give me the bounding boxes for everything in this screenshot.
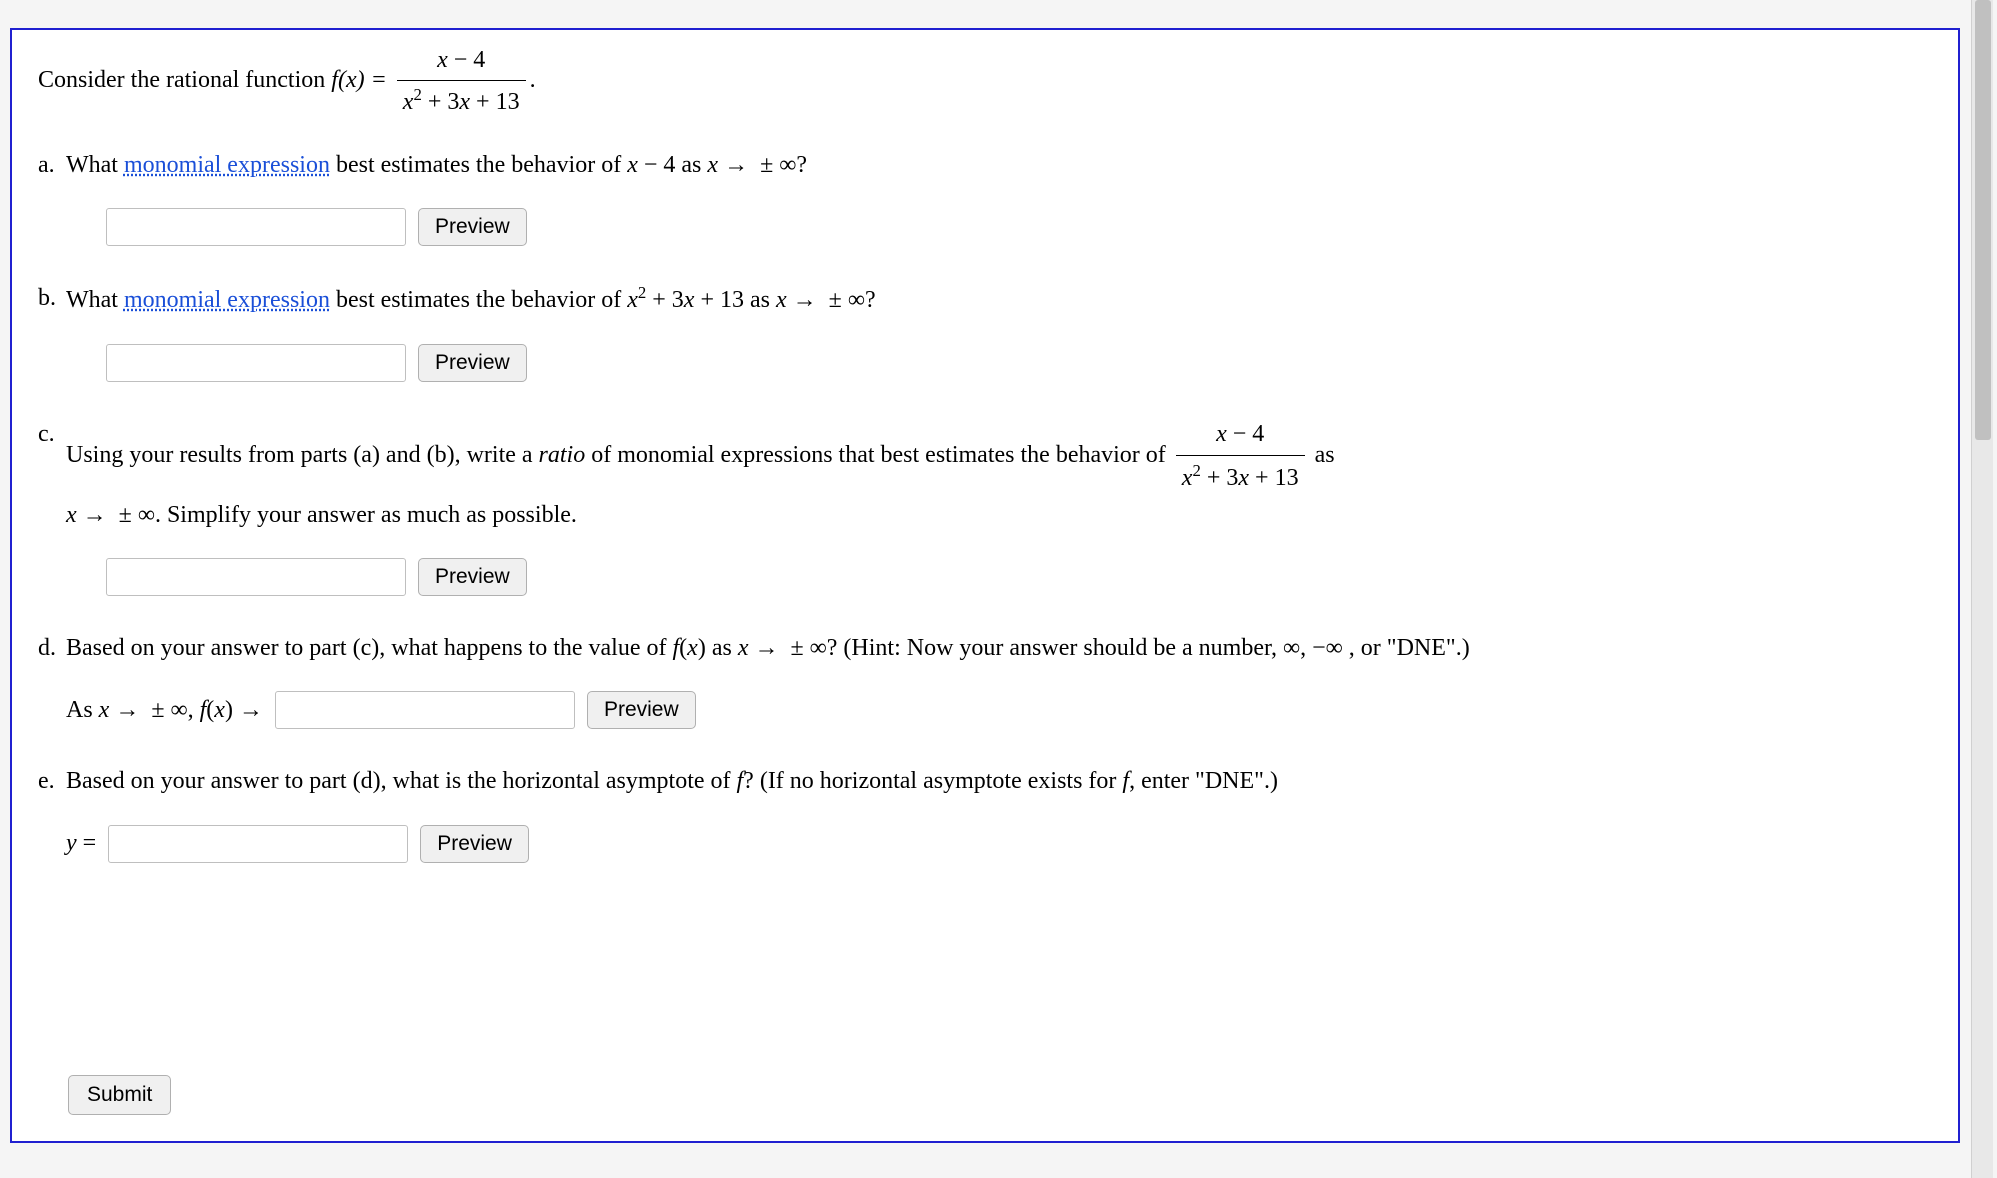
problem-container: Consider the rational function f(x) = x … — [10, 28, 1960, 1143]
submit-button[interactable]: Submit — [68, 1075, 171, 1115]
part-d-answer-row: As x → ± ∞, f(x) → Preview — [66, 691, 1932, 729]
part-a-t1: What — [66, 152, 124, 178]
part-d-marker: d. — [38, 630, 56, 667]
part-b-expr: x2 + 3x + 13 — [627, 287, 744, 313]
scrollbar-track[interactable] — [1971, 0, 1993, 1178]
part-d-preview-button[interactable]: Preview — [587, 691, 696, 729]
part-c-t1: Using your results from parts (a) and (b… — [66, 442, 539, 468]
part-c-t2: of monomial expressions that best estima… — [585, 442, 1172, 468]
intro-prefix: Consider the rational function — [38, 67, 331, 93]
part-a-t2: best estimates the behavior of — [330, 152, 627, 178]
monomial-link-b[interactable]: monomial expression — [124, 287, 330, 313]
part-d-t2: as — [706, 635, 738, 661]
part-b-preview-button[interactable]: Preview — [418, 344, 527, 382]
part-e-t3: , enter "DNE".) — [1129, 768, 1278, 794]
intro-frac-den: x2 + 3x + 13 — [397, 81, 526, 120]
intro-text: Consider the rational function f(x) = x … — [38, 44, 1932, 119]
parts-list: a. What monomial expression best estimat… — [38, 147, 1932, 862]
part-b-t3: as — [744, 287, 776, 313]
part-c-input[interactable] — [106, 558, 406, 596]
part-c-frac-den: x2 + 3x + 13 — [1176, 456, 1305, 497]
page: Consider the rational function f(x) = x … — [0, 0, 1997, 1178]
part-b-limit: x → ± ∞? — [776, 287, 876, 313]
part-a-marker: a. — [38, 147, 55, 184]
intro-fraction: x − 4 x2 + 3x + 13 — [397, 44, 526, 119]
part-a-expr: x − 4 — [627, 152, 675, 178]
part-d-limit: x → ± ∞? — [738, 635, 838, 661]
intro-frac-num: x − 4 — [397, 44, 526, 81]
part-c-preview-button[interactable]: Preview — [418, 558, 527, 596]
part-b-answer-row: Preview — [106, 344, 1932, 382]
part-e-answer-row: y = Preview — [66, 825, 1932, 863]
part-d-prefix: As x → ± ∞, f(x) → — [66, 692, 263, 729]
part-a-t3: as — [675, 152, 707, 178]
part-d-input[interactable] — [275, 691, 575, 729]
part-c: c. Using your results from parts (a) and… — [66, 416, 1932, 597]
part-c-limit: x → ± ∞. — [66, 502, 161, 528]
part-a-answer-row: Preview — [106, 208, 1932, 246]
intro-func-lhs: f(x) = — [331, 67, 387, 93]
part-a-limit: x → ± ∞? — [707, 152, 807, 178]
part-c-ratio: ratio — [539, 442, 586, 468]
part-c-answer-row: Preview — [106, 558, 1932, 596]
part-a-preview-button[interactable]: Preview — [418, 208, 527, 246]
part-b-input[interactable] — [106, 344, 406, 382]
monomial-link-a[interactable]: monomial expression — [124, 152, 330, 178]
part-d-fexpr: f(x) — [672, 635, 705, 661]
part-b-t2: best estimates the behavior of — [330, 287, 627, 313]
part-e-t1: Based on your answer to part (d), what i… — [66, 768, 737, 794]
part-e-t2: ? (If no horizontal asymptote exists for — [743, 768, 1122, 794]
part-c-t4: Simplify your answer as much as possible… — [161, 502, 577, 528]
part-d: d. Based on your answer to part (c), wha… — [66, 630, 1932, 729]
part-a: a. What monomial expression best estimat… — [66, 147, 1932, 246]
part-e: e. Based on your answer to part (d), wha… — [66, 763, 1932, 862]
scrollbar-thumb[interactable] — [1975, 0, 1991, 440]
part-d-hint: (Hint: Now your answer should be a numbe… — [837, 635, 1469, 661]
part-e-marker: e. — [38, 763, 55, 800]
part-e-prefix: y = — [66, 825, 96, 862]
part-b-t1: What — [66, 287, 124, 313]
part-c-marker: c. — [38, 416, 55, 453]
part-d-t1: Based on your answer to part (c), what h… — [66, 635, 672, 661]
part-c-frac-num: x − 4 — [1176, 416, 1305, 456]
part-e-preview-button[interactable]: Preview — [420, 825, 529, 863]
part-c-t3: as — [1315, 442, 1335, 468]
part-e-input[interactable] — [108, 825, 408, 863]
intro-suffix: . — [530, 67, 536, 93]
part-b-marker: b. — [38, 280, 56, 317]
part-c-fraction: x − 4 x2 + 3x + 13 — [1176, 416, 1305, 497]
submit-wrap: Submit — [68, 1075, 171, 1115]
part-a-input[interactable] — [106, 208, 406, 246]
part-b: b. What monomial expression best estimat… — [66, 280, 1932, 381]
